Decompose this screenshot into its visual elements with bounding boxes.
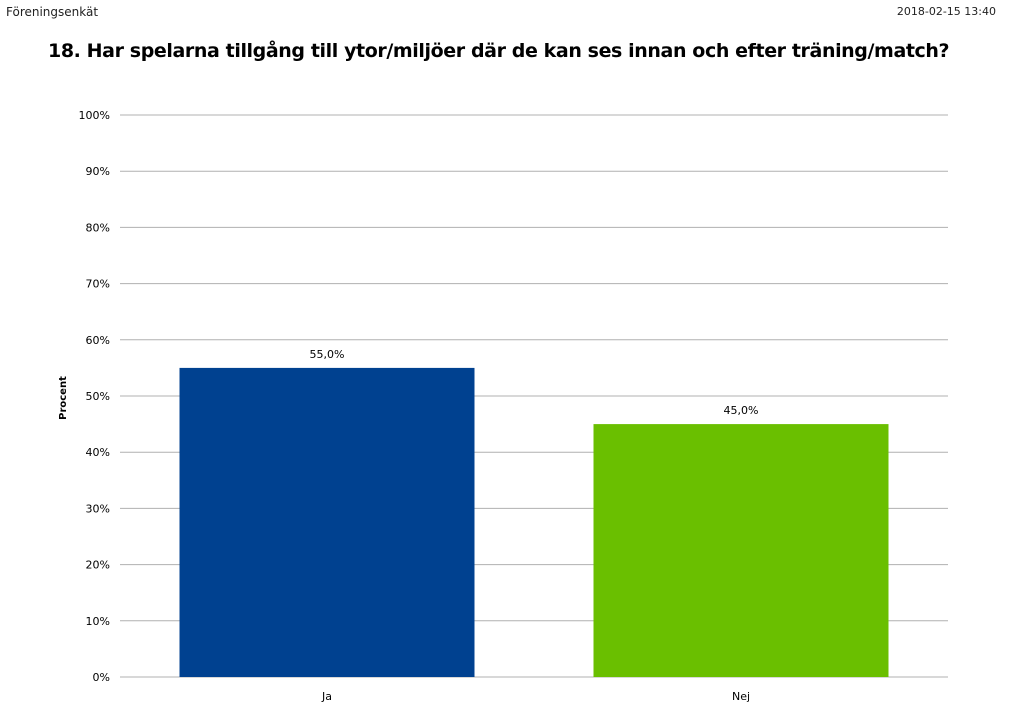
category-label: Nej [732,690,750,703]
bars [179,367,889,677]
y-tick-label: 10% [86,615,110,628]
y-tick-label: 90% [86,165,110,178]
data-label: 45,0% [724,404,759,417]
survey-name: Föreningsenkät [6,5,99,19]
y-tick-label: 60% [86,334,110,347]
y-tick-label: 20% [86,559,110,572]
y-tick-label: 0% [93,671,110,684]
bar-nej [593,424,889,677]
category-labels: Ja Nej [321,690,750,703]
timestamp: 2018-02-15 13:40 [896,5,996,18]
y-tick-label: 30% [86,502,110,515]
bar-ja [179,367,475,677]
y-tick-label: 50% [86,390,110,403]
y-tick-label: 40% [86,446,110,459]
y-axis-label: Procent [58,376,69,420]
y-tick-label: 70% [86,278,110,291]
y-tick-label: 80% [86,221,110,234]
y-tick-label: 100% [79,109,110,122]
data-label: 55,0% [310,348,345,361]
question-title: 18. Har spelarna tillgång till ytor/milj… [48,40,950,62]
category-label: Ja [321,690,332,703]
y-axis-ticks: 0% 10% 20% 30% 40% 50% 60% 70% 80% 90% 100% [79,109,110,684]
data-labels: 55,0% 45,0% [310,348,759,417]
